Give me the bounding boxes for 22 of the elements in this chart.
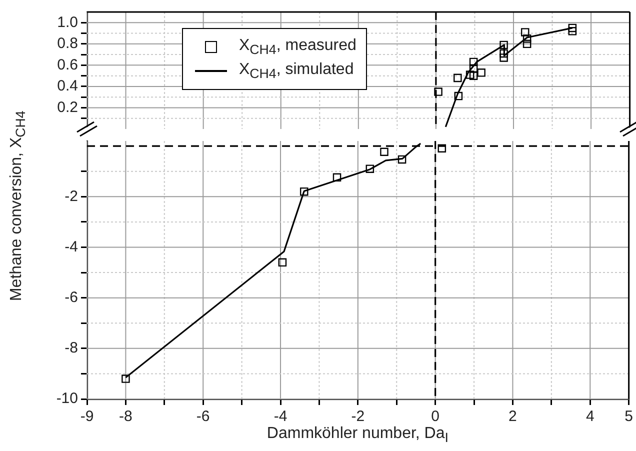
x-tick-label: -2 [351, 408, 365, 426]
y-tick-label: 0.6 [57, 56, 78, 74]
y-tick-label: -2 [64, 188, 78, 205]
x-tick-label: -8 [119, 408, 132, 426]
legend-label: X$_{CH4}$, simulated [239, 60, 354, 82]
x-tick-label: 0 [431, 408, 440, 426]
y-tick-label: 0.4 [57, 78, 78, 95]
x-tick-label: -9 [80, 408, 94, 426]
x-tick-label: -6 [196, 408, 210, 426]
y-tick-label: -8 [64, 340, 78, 357]
y-tick-label: -10 [56, 390, 78, 408]
y-tick-label: 0.2 [57, 98, 78, 116]
y-tick-label: -4 [64, 238, 78, 256]
y-tick-label: 0.8 [57, 35, 78, 52]
x-tick-label: -4 [274, 408, 288, 426]
x-tick-label: 5 [624, 408, 633, 426]
x-tick-label: 2 [508, 408, 517, 426]
x-axis-title: Dammköhler number, Da$_{I}$ [266, 425, 448, 446]
x-tick-label: 4 [586, 408, 594, 426]
y-tick-label: 1.0 [57, 14, 78, 31]
legend-label: X$_{CH4}$, measured [239, 36, 356, 58]
y-tick-label: -6 [64, 288, 78, 306]
